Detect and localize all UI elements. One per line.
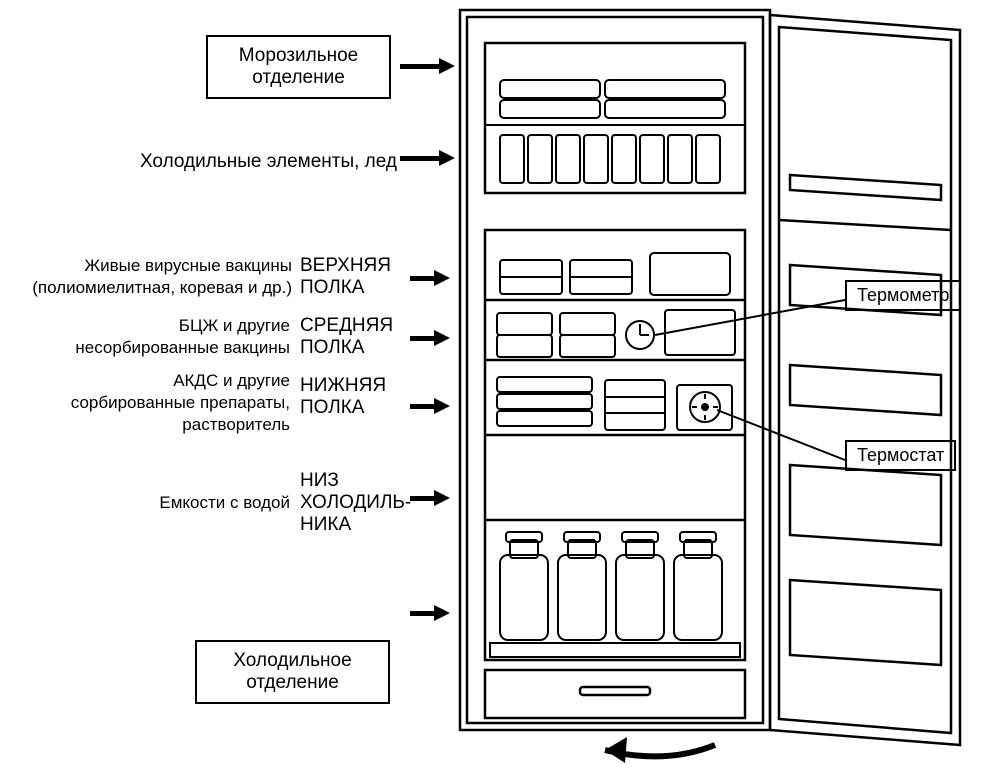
label-mid-shelf-text: БЦЖ и другиенесорбированные вакцины (75, 316, 290, 357)
label-ice-text: Холодильные элементы, лед (140, 151, 397, 172)
arrow-low-shelf (410, 398, 450, 414)
refrigerator-illustration (455, 5, 985, 765)
label-ice: Холодильные элементы, лед (17, 150, 397, 175)
tag-mid-shelf: СРЕДНЯЯПОЛКА (300, 315, 393, 359)
tag-low-text: НИЖНЯЯПОЛКА (300, 375, 386, 418)
arrow-freezer (400, 58, 455, 74)
label-low-shelf: АКДС и другиесорбированные препараты,рас… (40, 370, 290, 436)
arrow-ice (400, 150, 455, 166)
arrow-mid-shelf (410, 330, 450, 346)
arrow-top-shelf (410, 270, 450, 286)
label-top-shelf-text: Живые вирусные вакцины(полиомиелитная, к… (32, 256, 292, 297)
label-low-shelf-text: АКДС и другиесорбированные препараты,рас… (71, 371, 290, 434)
label-bottom: Емкости с водой (130, 492, 290, 514)
fridge-section-text: Холодильноеотделение (233, 650, 351, 693)
freezer-section-box: Морозильноеотделение (206, 35, 391, 99)
tag-bottom-text: НИЗХОЛОДИЛЬ-НИКА (300, 470, 411, 535)
label-bottom-text: Емкости с водой (159, 493, 290, 512)
tag-top-shelf: ВЕРХНЯЯПОЛКА (300, 255, 391, 299)
tag-low-shelf: НИЖНЯЯПОЛКА (300, 375, 386, 419)
arrow-bottom (410, 490, 450, 506)
diagram-root: Морозильноеотделение Холодильноеотделени… (0, 0, 988, 770)
arrow-fridge-section (410, 605, 450, 621)
tag-mid-text: СРЕДНЯЯПОЛКА (300, 315, 393, 358)
tag-top-text: ВЕРХНЯЯПОЛКА (300, 255, 391, 298)
fridge-section-box: Холодильноеотделение (195, 640, 390, 704)
freezer-section-text: Морозильноеотделение (239, 45, 358, 88)
label-top-shelf: Живые вирусные вакцины(полиомиелитная, к… (2, 255, 292, 299)
label-mid-shelf: БЦЖ и другиенесорбированные вакцины (70, 315, 290, 359)
tag-bottom: НИЗХОЛОДИЛЬ-НИКА (300, 470, 411, 536)
